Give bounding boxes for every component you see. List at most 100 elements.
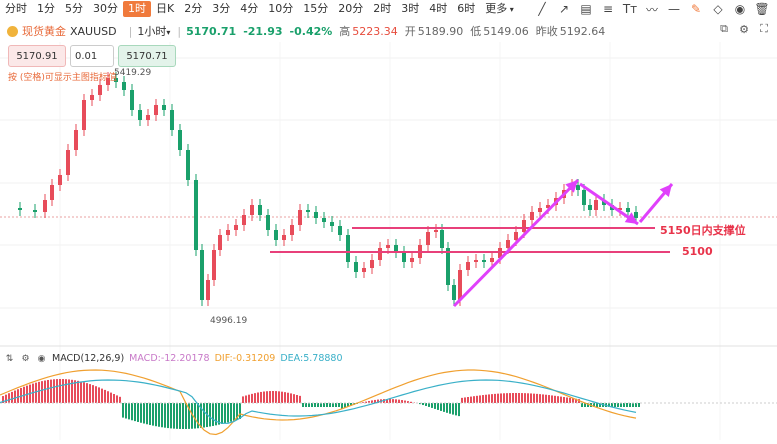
macd-bar (374, 399, 376, 403)
macd-bar (566, 397, 568, 403)
timeframe-1[interactable]: 1分 (37, 2, 55, 15)
macd-bar (392, 399, 394, 403)
eye-icon[interactable]: ◉ (734, 2, 746, 16)
macd-bar (389, 399, 391, 403)
timeframe-9[interactable]: 10分 (268, 2, 294, 15)
candle-body (514, 232, 518, 240)
candle-body (250, 205, 254, 215)
timeframe-7[interactable]: 3分 (212, 2, 231, 15)
macd-bar (500, 393, 502, 403)
timeframe-5[interactable]: 日K (156, 2, 175, 15)
candle-body (440, 230, 444, 248)
delete-icon[interactable]: 🗑 (754, 2, 770, 16)
eraser-icon[interactable]: ◇ (713, 2, 723, 16)
candle-body (146, 115, 150, 120)
macd-bar (503, 393, 505, 403)
macd-bar (479, 395, 481, 403)
timeframe-16[interactable]: 更多 (480, 1, 519, 17)
macd-bar (593, 403, 595, 407)
macd-bar (92, 385, 94, 403)
macd-bar (446, 403, 448, 413)
macd-bar (167, 403, 169, 429)
edit-icon[interactable]: ✎ (690, 2, 702, 16)
macd-bar (509, 393, 511, 403)
macd-bar (161, 403, 163, 428)
rebound-arrow-head (659, 184, 672, 198)
timeframe-11[interactable]: 20分 (338, 2, 364, 15)
candle-body (386, 245, 390, 248)
macd-bar (38, 381, 40, 403)
macd-bar (272, 391, 274, 403)
brush-icon[interactable]: 〰 (645, 2, 658, 17)
eye-icon[interactable]: ◉ (37, 353, 46, 364)
timeframe-15[interactable]: 6时 (457, 2, 476, 15)
open-label: 开 (404, 25, 416, 38)
macd-bar (323, 403, 325, 407)
macd-bar (281, 391, 283, 403)
macd-bar (140, 403, 142, 423)
macd-bar (203, 403, 205, 428)
macd-bar (326, 403, 328, 407)
candle-body (338, 226, 342, 235)
macd-bar (599, 403, 601, 407)
text-icon[interactable]: Tт (622, 2, 638, 16)
timeframe-10[interactable]: 15分 (303, 2, 329, 15)
candle-body (394, 245, 398, 252)
macd-bar (158, 403, 160, 427)
timeframe-6[interactable]: 2分 (184, 2, 203, 15)
ray-icon[interactable]: ↗ (558, 2, 570, 16)
macd-bar (242, 396, 244, 403)
candle-body (322, 218, 326, 222)
collapse-icon[interactable]: ⇅ (5, 353, 14, 364)
macd-bar (134, 403, 136, 422)
timeframe-3[interactable]: 30分 (93, 2, 118, 15)
timeframe-4[interactable]: 1时 (123, 1, 151, 17)
macd-bar (212, 403, 214, 426)
macd-bar (554, 395, 556, 403)
candle-body (482, 260, 486, 262)
fullscreen-icon[interactable]: ⛶ (760, 22, 768, 35)
macd-bar (296, 394, 298, 403)
candle-body (162, 105, 166, 110)
timeframe-0[interactable]: 分时 (5, 2, 27, 15)
buy-button[interactable]: 5170.71 (118, 45, 176, 67)
trend-line-icon[interactable]: ╱ (538, 2, 546, 16)
timeframe-14[interactable]: 4时 (429, 2, 448, 15)
sell-button[interactable]: 5170.91 (8, 45, 66, 67)
high-value: 5223.34 (352, 24, 398, 38)
macd-bar (188, 403, 190, 429)
macd-bar (233, 403, 235, 421)
macd-bar (185, 403, 187, 429)
macd-bar (62, 379, 64, 403)
quantity-input[interactable]: 0.01 (70, 45, 114, 67)
macd-bar (623, 403, 625, 407)
macd-bar (179, 403, 181, 429)
symbol-name[interactable]: 现货黄金 (22, 25, 66, 38)
screenshot-icon[interactable]: ⧉ (720, 22, 728, 35)
macd-bar (611, 403, 613, 407)
macd-bar (68, 379, 70, 403)
macd-bar (320, 403, 322, 407)
macd-bar (269, 391, 271, 403)
settings-icon[interactable]: ⚙ (21, 353, 30, 364)
macd-bar (302, 403, 304, 407)
symbol-info-bar: 现货黄金 XAUUSD | 1小时▾ | 5170.71 -21.93 -0.4… (0, 23, 612, 39)
period-selector[interactable]: 1小时▾ (137, 25, 171, 38)
candle-body (58, 175, 62, 185)
candle-body (626, 208, 630, 212)
parallel-channel-icon[interactable]: ▤ (580, 2, 592, 16)
open-value: 5189.90 (417, 24, 464, 38)
fibonacci-icon[interactable]: ≡ (602, 2, 614, 16)
candle-body (258, 205, 262, 215)
macd-bar (89, 384, 91, 403)
timeframe-2[interactable]: 5分 (65, 2, 83, 15)
timeframe-13[interactable]: 3时 (401, 2, 420, 15)
horizontal-line-icon[interactable]: — (668, 2, 680, 16)
chart-tools: ⧉ ⚙ ⛶ (717, 22, 771, 36)
candle-body (410, 258, 414, 262)
price-change: -21.93 (243, 24, 283, 38)
timeframe-8[interactable]: 4分 (240, 2, 259, 15)
settings-icon[interactable]: ⚙ (739, 22, 749, 36)
timeframe-12[interactable]: 2时 (373, 2, 392, 15)
